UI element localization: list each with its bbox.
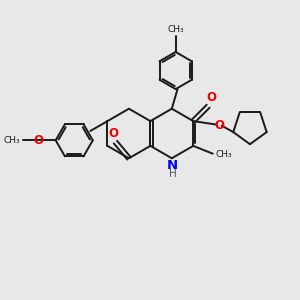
Text: O: O	[206, 91, 216, 104]
Text: O: O	[214, 119, 225, 132]
Text: H: H	[169, 169, 177, 178]
Text: CH₃: CH₃	[216, 150, 232, 159]
Text: CH₃: CH₃	[4, 136, 20, 145]
Text: O: O	[34, 134, 44, 147]
Text: CH₃: CH₃	[167, 25, 184, 34]
Text: O: O	[108, 127, 118, 140]
Text: N: N	[166, 159, 177, 172]
